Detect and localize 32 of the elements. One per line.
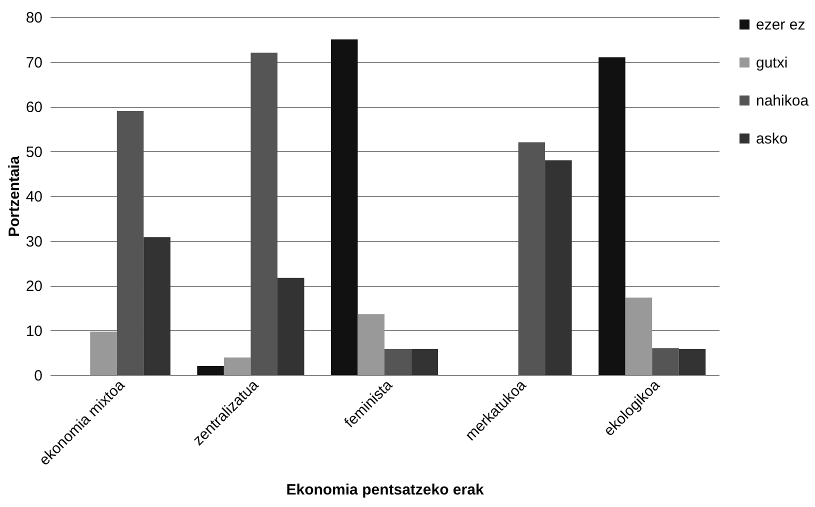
bar [197,366,224,375]
bar [518,142,546,375]
y-tick-label: 60 [26,99,42,116]
legend-label: ezer ez [756,16,806,34]
bar [625,298,652,375]
x-axis-title: Ekonomia pentsatzeko erak [286,481,484,498]
bar [224,358,251,375]
bar [358,314,384,375]
bar [330,39,358,375]
y-tick-label: 0 [34,368,42,384]
y-axis-title: Portzentaia [6,155,23,237]
bar [598,57,626,375]
legend-label: asko [756,130,788,148]
y-tick-label: 80 [26,10,42,26]
bar [678,349,706,375]
bar [277,278,304,375]
bar [90,332,117,375]
legend-label: gutxi [756,54,788,72]
y-tick-label: 20 [26,278,42,295]
bar [384,349,412,375]
legend-label: nahikoa [756,92,810,110]
bar [144,237,170,375]
y-tick-label: 10 [26,322,42,340]
bar [250,52,278,375]
bar [411,349,438,375]
y-tick-label: 40 [26,188,42,206]
y-tick-label: 70 [26,54,42,72]
y-tick-label: 30 [26,233,42,250]
bar [652,348,679,375]
bar [545,160,572,375]
bar [116,110,144,375]
y-tick-label: 50 [26,144,42,161]
